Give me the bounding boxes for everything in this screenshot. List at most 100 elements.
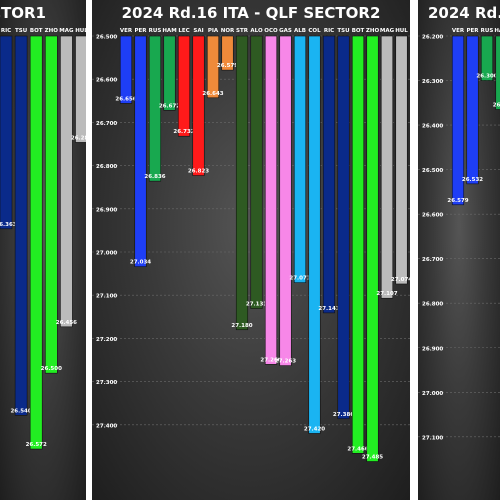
sector3-bar bbox=[495, 35, 500, 110]
sector1-chart-title: SECTOR1 bbox=[0, 4, 46, 22]
sector2-value-label: 27.386 bbox=[333, 412, 354, 418]
sector2-value-label: 26.672 bbox=[159, 103, 180, 109]
sector2-bar bbox=[250, 35, 263, 309]
sector1-value-label: 26.540 bbox=[10, 408, 31, 414]
sector2-category-label: SAI bbox=[193, 28, 203, 34]
sector2-bar bbox=[221, 35, 234, 71]
sector1-value-label: 26.456 bbox=[56, 320, 77, 326]
sector2-category-label: TSU bbox=[337, 28, 349, 34]
sector2-y-tick-label: 26.500 bbox=[96, 35, 117, 41]
sector3-y-tick-label: 27.100 bbox=[422, 435, 443, 441]
sector2-bar bbox=[119, 35, 133, 104]
sector2-value-label: 27.107 bbox=[376, 291, 397, 297]
sector1-bar bbox=[60, 35, 73, 328]
sector2-value-label: 27.131 bbox=[246, 302, 267, 308]
sector2-value-label: 27.466 bbox=[347, 446, 368, 452]
sector1-value-label: 26.572 bbox=[26, 442, 47, 448]
sector2-value-label: 26.579 bbox=[217, 63, 238, 69]
sector2-bar bbox=[337, 35, 350, 420]
sector2-category-label: HAM bbox=[162, 28, 176, 34]
sector3-y-tick-label: 26.300 bbox=[422, 79, 443, 85]
sector3-value-label: 26.532 bbox=[462, 177, 483, 183]
sector2-bar bbox=[192, 35, 205, 176]
sector3-value-label: 26.300 bbox=[476, 74, 497, 80]
sector2-category-label: ALB bbox=[294, 28, 306, 34]
sector2-value-label: 27.074 bbox=[391, 277, 410, 283]
sector3-y-tick-label: 26.700 bbox=[422, 257, 443, 263]
sector3-chart-panel: 26.200 26.300 26.400 26.500 26.600 26.700 26.8… bbox=[418, 0, 500, 500]
sector3-y-tick-label: 26.800 bbox=[422, 302, 443, 308]
sector2-y-tick-label: 26.700 bbox=[96, 121, 117, 127]
sector2-category-label: MAG bbox=[380, 28, 395, 34]
sector2-y-tick-label: 27.300 bbox=[96, 380, 117, 386]
sector2-bar bbox=[177, 35, 191, 137]
sector2-value-label: 27.263 bbox=[275, 359, 296, 365]
sector2-bar-chart: 26.500 26.600 26.700 26.800 26.900 27.000 27.1… bbox=[92, 28, 410, 462]
sector2-bar bbox=[279, 35, 292, 366]
sector2-y-tick-label: 27.200 bbox=[96, 337, 117, 343]
sector2-category-label: BOT bbox=[352, 28, 365, 34]
sector1-category-label: ZHO bbox=[45, 28, 59, 34]
sector2-value-label: 27.260 bbox=[260, 357, 281, 363]
sector3-bar bbox=[480, 35, 494, 81]
sector2-bar bbox=[380, 35, 394, 299]
sector2-y-tick-label: 27.400 bbox=[96, 423, 117, 429]
sector1-category-label: HUL bbox=[75, 28, 86, 34]
sector2-category-label: NOR bbox=[221, 28, 235, 34]
sector2-y-tick-label: 27.000 bbox=[96, 251, 117, 257]
sector1-category-label: TSU bbox=[15, 28, 27, 34]
sector3-category-label: HAM bbox=[494, 28, 500, 34]
sector2-category-label: STR bbox=[236, 28, 249, 34]
sector3-bar-chart: 26.200 26.300 26.400 26.500 26.600 26.700 26.8… bbox=[418, 28, 500, 441]
sector2-bar bbox=[235, 35, 249, 331]
sector1-value-label: 26.363 bbox=[0, 222, 17, 228]
sector1-bar bbox=[75, 35, 86, 143]
sector2-chart-title: 2024 Rd.16 ITA - QLF SECTOR2 bbox=[121, 4, 381, 22]
sector3-y-tick-label: 26.900 bbox=[422, 346, 443, 352]
sector3-category-label: PER bbox=[466, 28, 479, 34]
sector2-value-label: 27.141 bbox=[318, 306, 339, 312]
sector1-bar bbox=[44, 35, 58, 374]
sector2-bar bbox=[322, 35, 336, 314]
sector2-category-label: ZHO bbox=[366, 28, 380, 34]
sector2-value-label: 26.656 bbox=[115, 96, 136, 102]
sector2-category-label: COL bbox=[308, 28, 321, 34]
sector3-value-label: 26.579 bbox=[447, 198, 468, 204]
sector2-category-label: VER bbox=[120, 28, 133, 34]
sector2-bar bbox=[206, 35, 220, 99]
sector2-bar bbox=[351, 35, 365, 454]
sector2-bar bbox=[293, 35, 307, 283]
sector2-category-label: RUS bbox=[149, 28, 162, 34]
sector2-category-label: PER bbox=[134, 28, 147, 34]
sector2-y-tick-label: 27.100 bbox=[96, 294, 117, 300]
sector2-category-label: RIC bbox=[324, 28, 334, 34]
sector3-y-tick-label: 26.200 bbox=[422, 35, 443, 41]
sector1-value-label: 26.281 bbox=[71, 135, 86, 141]
sector2-chart-panel: 26.500 26.600 26.700 26.800 26.900 27.000 27.1… bbox=[92, 0, 410, 500]
sector3-bar bbox=[466, 35, 479, 185]
sector2-category-label: GAS bbox=[279, 28, 292, 34]
sector2-value-label: 27.485 bbox=[362, 455, 383, 461]
sector1-bar bbox=[29, 35, 43, 450]
sector2-value-label: 27.180 bbox=[231, 323, 252, 329]
sector3-chart-title: 2024 Rd. bbox=[428, 4, 500, 22]
sector2-category-label: LEC bbox=[178, 28, 189, 34]
sector2-bar bbox=[308, 35, 321, 434]
sector2-value-label: 27.420 bbox=[304, 426, 325, 432]
sector3-category-label: RUS bbox=[481, 28, 494, 34]
sector1-value-label: 26.500 bbox=[41, 366, 62, 372]
sector1-category-label: BOT bbox=[30, 28, 43, 34]
sector3-y-tick-label: 26.500 bbox=[422, 168, 443, 174]
sector3-y-tick-label: 26.400 bbox=[422, 124, 443, 130]
sector2-category-label: PIA bbox=[208, 28, 219, 34]
sector1-category-label: MAG bbox=[59, 28, 74, 34]
sector2-value-label: 26.732 bbox=[173, 129, 194, 135]
sector1-category-label: RIC bbox=[1, 28, 11, 34]
sector2-bar bbox=[148, 35, 162, 182]
sector2-bar bbox=[264, 35, 278, 365]
sector2-value-label: 26.836 bbox=[144, 174, 165, 180]
sector2-category-label: OCO bbox=[264, 28, 278, 34]
sector3-y-tick-label: 27.000 bbox=[422, 391, 443, 397]
sector1-bar-chart: RIC 26.363 TSU 26.540 BOT 26.572 ZHO 26.500 MAG 2… bbox=[0, 28, 86, 450]
sector1-bar bbox=[14, 35, 28, 416]
